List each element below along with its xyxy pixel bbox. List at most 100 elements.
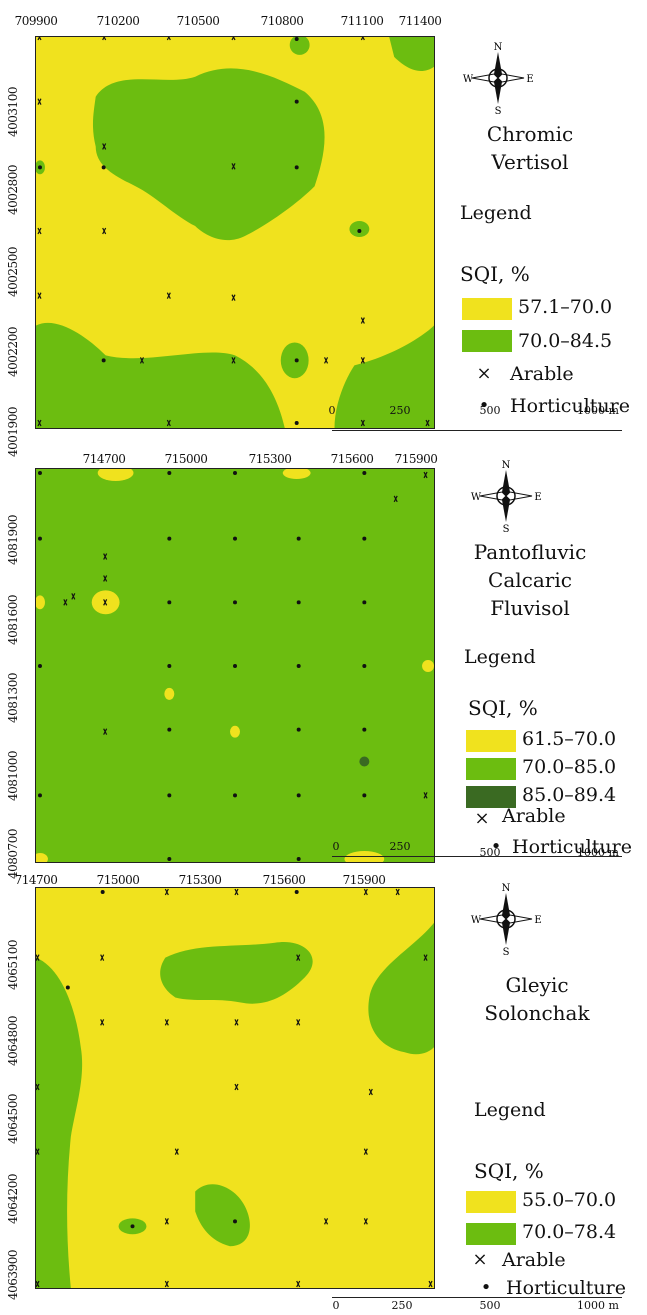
low-sqi-zone: [36, 853, 48, 862]
low-sqi-zone: [36, 595, 45, 610]
map-raster: [36, 37, 434, 428]
high-sqi-zone: [92, 68, 325, 241]
x-tick-label: 715300: [248, 452, 292, 466]
y-tick-label: 4002500: [6, 247, 20, 297]
scale-label: 0: [332, 840, 340, 853]
scale-label: 1000 m: [577, 404, 619, 417]
north-arrow-compass: N S W E: [470, 883, 542, 958]
very-high-sqi-zone: [359, 756, 370, 767]
map-raster: [36, 469, 434, 862]
high-sqi-zone: [389, 37, 434, 71]
x-tick-label: 714700: [14, 873, 58, 887]
legend-class-label: 70.0–78.4: [522, 1221, 617, 1243]
y-tick-label: 4064200: [6, 1174, 20, 1224]
arable-site-markers: [36, 888, 433, 1288]
horticulture-marker-icon: •: [480, 1277, 492, 1298]
legend-class-label: 70.0–84.5: [518, 330, 613, 352]
y-tick-label: 4081300: [6, 673, 20, 723]
soil-type-title: Pantofluvic Calcaric Fluvisol: [460, 538, 600, 622]
compass-e: E: [534, 492, 541, 503]
soil-type-line: Calcaric: [488, 568, 572, 592]
compass-n: N: [494, 42, 503, 53]
legend-title: Legend: [460, 202, 532, 224]
compass-w: W: [471, 915, 482, 926]
map-panel-pantofluvic-calcaric-fluvisol: 714700 715000 715300 715600 715900 40819…: [0, 440, 647, 879]
high-sqi-zone: [36, 322, 285, 428]
legend-class-label: 55.0–70.0: [522, 1189, 617, 1211]
sqi-title: SQI, %: [468, 696, 538, 720]
soil-type-line: Chromic: [486, 122, 574, 146]
legend-class-label: 70.0–85.0: [522, 756, 617, 778]
soil-type-title: Chromic Vertisol: [470, 120, 590, 176]
x-tick-label: 711400: [398, 14, 442, 28]
legend-swatch-low: [466, 1191, 516, 1213]
horticulture-marker-icon: •: [478, 395, 490, 416]
x-tick-label: 715600: [262, 873, 306, 887]
scale-label: 500: [479, 404, 501, 417]
horticulture-label: Horticulture: [506, 1277, 626, 1299]
compass-s: S: [503, 947, 510, 955]
y-tick-label: 4002200: [6, 327, 20, 377]
scale-label: 500: [479, 846, 501, 859]
arable-marker-icon: ×: [476, 363, 492, 384]
legend-class-label: 57.1–70.0: [518, 296, 613, 318]
horticulture-label: Horticulture: [510, 395, 630, 417]
compass-n: N: [502, 883, 511, 894]
scale-label: 0: [328, 404, 336, 417]
compass-n: N: [502, 460, 511, 471]
x-tick-label: 710800: [260, 14, 304, 28]
low-sqi-zone: [282, 469, 311, 479]
x-tick-label: 715300: [178, 873, 222, 887]
high-sqi-zone: [36, 957, 83, 1288]
soil-type-line: Gleyic: [505, 973, 569, 997]
sqi-title: SQI, %: [460, 262, 530, 286]
soil-type-title: Gleyic Solonchak: [472, 971, 602, 1027]
x-tick-label: 715000: [96, 873, 140, 887]
y-tick-label: 4081900: [6, 515, 20, 565]
compass-w: W: [471, 492, 482, 503]
map-raster: [36, 888, 434, 1288]
soil-map-gleyic-solonchak: [35, 887, 435, 1289]
north-arrow-compass: N S W E: [462, 42, 534, 117]
y-tick-label: 4064500: [6, 1094, 20, 1144]
x-tick-label: 715600: [330, 452, 374, 466]
y-tick-label: 4003100: [6, 87, 20, 137]
legend-swatch-low: [462, 298, 512, 320]
legend-class-label: 61.5–70.0: [522, 728, 617, 750]
soil-map-chromic-vertisol: [35, 36, 435, 429]
map-panel-gleyic-solonchak: 714700 715000 715300 715600 715900 40651…: [0, 865, 647, 1315]
scale-label: 500: [479, 1299, 501, 1312]
legend-title: Legend: [464, 646, 536, 668]
x-tick-label: 715900: [342, 873, 386, 887]
legend-title: Legend: [474, 1099, 546, 1121]
legend-swatch-high: [466, 786, 516, 808]
legend-swatch-mid: [466, 758, 516, 780]
horticulture-marker-icon: •: [490, 836, 502, 857]
map-panel-chromic-vertisol: 709900 710200 710500 710800 711100 71140…: [0, 0, 647, 457]
arable-site-markers: [63, 471, 428, 799]
horticulture-site-markers: [37, 470, 367, 862]
x-tick-label: 715000: [164, 452, 208, 466]
x-tick-label: 710500: [176, 14, 220, 28]
low-sqi-zone: [164, 687, 175, 700]
scale-label: 1000 m: [577, 846, 619, 859]
scale-label: 250: [389, 840, 411, 853]
arable-site-markers: [37, 37, 430, 427]
low-sqi-zone: [422, 660, 434, 672]
compass-s: S: [503, 524, 510, 532]
scale-bar: [332, 1297, 622, 1312]
legend-swatch-high: [462, 330, 512, 352]
scale-bar: [332, 430, 622, 445]
scale-label: 0: [332, 1299, 340, 1312]
arable-label: Arable: [502, 805, 566, 827]
arable-marker-icon: ×: [474, 808, 490, 829]
x-tick-label: 714700: [82, 452, 126, 466]
high-sqi-zone: [195, 1184, 250, 1247]
arable-label: Arable: [502, 1249, 566, 1271]
high-sqi-zone: [334, 325, 434, 428]
legend-class-label: 85.0–89.4: [522, 784, 617, 806]
low-sqi-zone: [230, 725, 240, 738]
y-tick-label: 4063900: [6, 1250, 20, 1300]
north-arrow-compass: N S W E: [470, 460, 542, 535]
compass-w: W: [463, 74, 474, 85]
